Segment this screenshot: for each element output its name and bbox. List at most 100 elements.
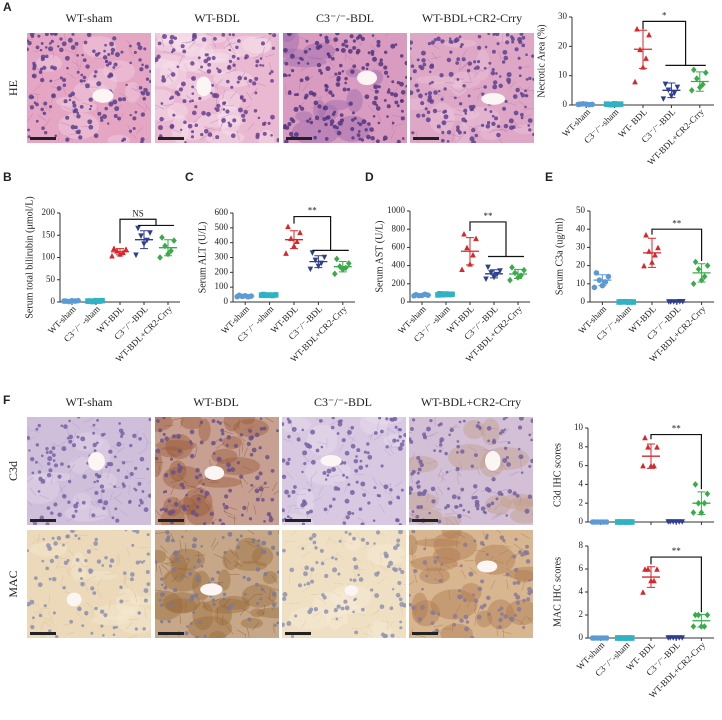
nucleus <box>137 611 141 615</box>
tissue-fiber <box>509 81 516 90</box>
nucleus <box>342 461 347 465</box>
y-tick-label: 0 <box>579 632 584 642</box>
tissue-fiber <box>516 618 525 625</box>
nucleus <box>38 70 43 74</box>
nucleus <box>146 467 150 471</box>
nucleus <box>470 635 475 638</box>
row-label: MAC <box>6 570 20 597</box>
tissue-fiber <box>225 70 236 74</box>
nucleus <box>332 124 337 129</box>
nucleus <box>518 39 523 45</box>
nucleus <box>189 621 194 626</box>
nucleus <box>155 560 158 564</box>
tissue-fiber <box>47 611 53 621</box>
point <box>307 266 314 273</box>
point <box>654 566 660 572</box>
tissue-patch <box>155 35 193 53</box>
nucleus <box>505 33 510 37</box>
nucleus <box>48 468 53 473</box>
nucleus <box>486 121 491 125</box>
nucleus <box>70 91 76 97</box>
nucleus <box>443 87 447 91</box>
nucleus <box>49 33 55 36</box>
nucleus <box>363 450 367 454</box>
nucleus <box>255 59 260 64</box>
nucleus <box>356 133 361 137</box>
nucleus <box>52 611 56 615</box>
tissue-patch <box>368 620 392 638</box>
tissue-fiber <box>165 560 176 565</box>
tissue-fiber <box>72 61 82 68</box>
nucleus <box>349 578 353 582</box>
nucleus <box>324 38 330 44</box>
nucleus <box>244 56 247 60</box>
nucleus <box>439 73 444 78</box>
nucleus <box>350 443 356 449</box>
nucleus <box>370 52 375 56</box>
nucleus <box>40 454 44 458</box>
nucleus <box>418 64 423 69</box>
nucleus <box>196 558 202 564</box>
nucleus <box>487 439 491 443</box>
nucleus <box>509 616 514 621</box>
nucleus <box>478 426 482 430</box>
nucleus <box>119 585 123 590</box>
tissue-image <box>282 530 406 638</box>
tissue-fiber <box>310 471 318 480</box>
tissue-fiber <box>163 50 173 54</box>
tissue-fiber <box>384 449 392 457</box>
nucleus <box>182 49 187 54</box>
nucleus <box>122 97 127 102</box>
tissue-fiber <box>43 621 52 628</box>
tissue-fiber <box>332 591 342 597</box>
tissue-fiber <box>385 33 389 37</box>
y-tick-label: 6 <box>579 460 584 470</box>
tissue-patch <box>411 592 429 621</box>
scale-bar <box>158 632 184 635</box>
nucleus <box>358 465 364 470</box>
nucleus <box>473 67 477 70</box>
tissue-fiber <box>386 427 396 434</box>
nucleus <box>180 535 184 539</box>
nucleus <box>93 449 97 453</box>
nucleus <box>62 77 67 83</box>
nucleus <box>391 80 395 84</box>
tissue-fiber <box>476 466 481 476</box>
tissue-fiber <box>414 573 418 584</box>
nucleus <box>147 493 151 498</box>
nucleus <box>486 503 491 508</box>
tissue-fiber <box>41 102 48 111</box>
nucleus <box>483 85 487 89</box>
row-label: HE <box>6 80 20 96</box>
nucleus <box>31 616 35 620</box>
scale-bar <box>158 519 184 522</box>
point <box>283 250 289 256</box>
nucleus <box>169 124 175 130</box>
nucleus <box>65 115 70 120</box>
error-bar <box>697 263 706 283</box>
nucleus <box>416 456 421 460</box>
nucleus <box>441 138 445 143</box>
nucleus <box>425 117 431 123</box>
nucleus <box>113 62 118 67</box>
tissue-fiber <box>27 500 33 506</box>
tissue-fiber <box>300 619 307 629</box>
tissue-fiber <box>302 454 310 463</box>
nucleus <box>441 130 445 135</box>
tissue-fiber <box>122 579 129 589</box>
nucleus <box>30 456 35 462</box>
nucleus <box>197 56 201 60</box>
tissue-fiber <box>179 540 182 551</box>
nucleus <box>410 40 414 45</box>
nucleus <box>286 417 290 421</box>
nucleus <box>469 136 475 142</box>
tissue-patch <box>463 420 485 440</box>
nucleus <box>29 33 35 37</box>
tissue-fiber <box>400 606 404 617</box>
nucleus <box>155 456 159 461</box>
nucleus <box>348 532 352 536</box>
nucleus <box>190 130 195 134</box>
tissue-fiber <box>215 442 225 449</box>
nucleus <box>286 621 292 626</box>
tissue-image <box>155 33 279 143</box>
